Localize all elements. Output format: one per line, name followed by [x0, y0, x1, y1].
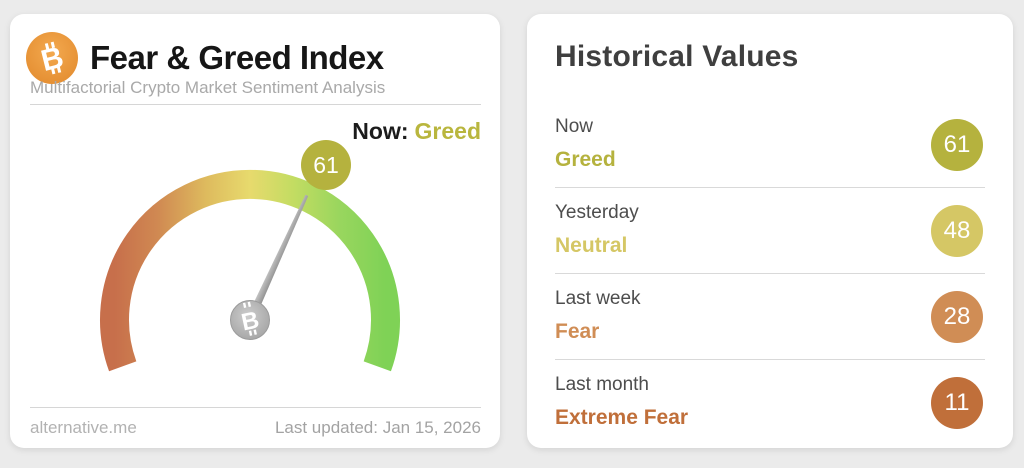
history-row-sentiment: Greed: [555, 148, 616, 171]
fear-greed-card: B Fear & Greed Index Multifactorial Cryp…: [10, 14, 500, 448]
last-updated-text: Last updated: Jan 15, 2026: [274, 418, 481, 437]
history-row-last-month: Last month Extreme Fear 11: [555, 360, 985, 445]
history-value-badge: 61: [931, 118, 983, 171]
history-value-badge: 48: [931, 204, 983, 257]
gauge-value-badge: 61: [301, 140, 351, 190]
history-value-badge: 28: [931, 290, 983, 343]
history-row-yesterday: Yesterday Neutral 48: [555, 188, 985, 274]
historical-values-card: Historical Values Now Greed 61 Yesterday…: [527, 14, 1013, 448]
svg-text:B: B: [239, 306, 262, 336]
gauge-needle: [243, 194, 309, 328]
page-title: Fear & Greed Index: [90, 39, 384, 76]
history-row-label: Last week: [555, 288, 641, 309]
history-row-sentiment: Fear: [555, 320, 600, 343]
now-sentiment-line: Now: Greed: [352, 118, 481, 145]
history-row-sentiment: Neutral: [555, 234, 628, 257]
gauge-hub: B: [230, 300, 270, 340]
page-subtitle: Multifactorial Crypto Market Sentiment A…: [30, 78, 386, 97]
history-value-badge: 11: [931, 376, 983, 429]
source-link[interactable]: alternative.me: [30, 418, 137, 437]
header-divider: [30, 104, 481, 105]
card-footer: alternative.me Last updated: Jan 15, 202…: [30, 418, 481, 438]
history-row-label: Yesterday: [555, 202, 639, 223]
history-row-sentiment: Extreme Fear: [555, 406, 689, 429]
now-label: Now:: [352, 118, 409, 144]
historical-values-title: Historical Values: [555, 40, 799, 73]
footer-divider: [30, 407, 481, 408]
history-row-last-week: Last week Fear 28: [555, 274, 985, 360]
history-row-label: Last month: [555, 374, 649, 395]
gauge-arc: [100, 169, 400, 372]
bitcoin-icon: B: [26, 32, 78, 84]
historical-values-list: Now Greed 61 Yesterday Neutral 48 Last w…: [555, 102, 985, 445]
now-sentiment-value: Greed: [414, 118, 481, 144]
history-row-now: Now Greed 61: [555, 102, 985, 188]
fear-greed-header: B Fear & Greed Index: [26, 32, 384, 84]
history-row-label: Now: [555, 116, 594, 137]
sentiment-gauge: B: [100, 169, 400, 372]
